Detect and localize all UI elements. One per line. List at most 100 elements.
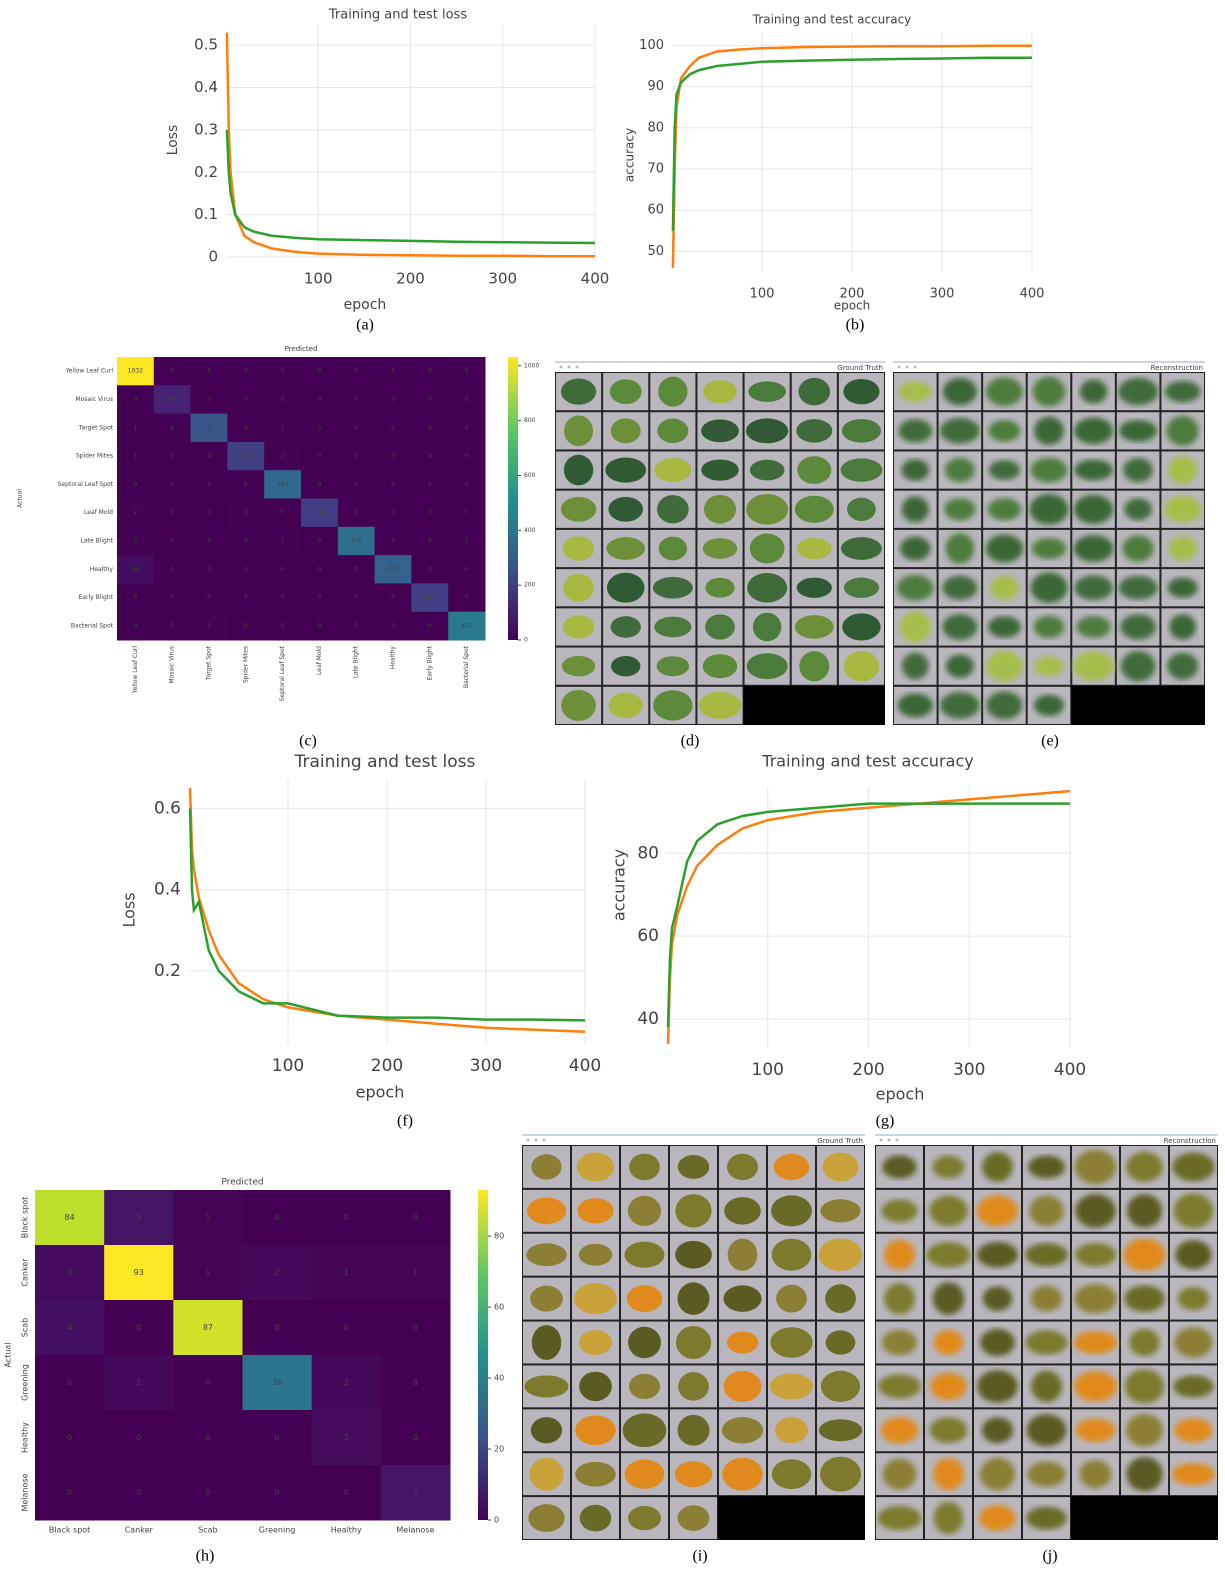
leaf [882, 1155, 916, 1178]
leaf [1172, 1463, 1215, 1485]
cell-label: 0 [244, 622, 248, 629]
leaf [705, 578, 734, 598]
cell-label: 1 [428, 481, 432, 488]
x-tick-label: 400 [581, 270, 610, 288]
cell-label: 0 [244, 368, 248, 375]
chart-title: Training and test loss [294, 752, 476, 772]
y-tick-label: Black spot [21, 1197, 30, 1238]
image-grid [875, 1145, 1218, 1540]
cell-label: 4 [170, 424, 174, 431]
cell-label: 2 [281, 537, 285, 544]
leaf [1126, 1457, 1162, 1491]
leaf [820, 1199, 860, 1222]
leaf [1175, 1418, 1213, 1442]
leaf [526, 1243, 567, 1266]
leaf [1026, 1506, 1067, 1529]
leaf [826, 1330, 856, 1354]
leaf [1178, 1287, 1209, 1310]
cell-label: 2 [344, 1378, 349, 1387]
x-tick-label: 400 [1020, 287, 1045, 302]
leaf [699, 692, 741, 719]
leaf [628, 1196, 661, 1226]
x-tick-label: Greening [259, 1526, 296, 1535]
leaf [577, 1152, 614, 1181]
cell-label: 0 [465, 396, 469, 403]
y-tick-label: Target Spot [78, 424, 114, 431]
leaf [842, 419, 881, 443]
cell-label: 0 [317, 453, 321, 460]
x-tick-label: Early Blight [426, 645, 433, 680]
y-tick-label: 60 [637, 926, 659, 946]
leaf [1035, 656, 1064, 676]
leaf [747, 653, 788, 679]
leaf [1169, 614, 1196, 639]
cell-label: 344 [277, 481, 289, 488]
cell-label: 0 [465, 424, 469, 431]
leaf [577, 1198, 613, 1223]
leaf [701, 419, 739, 442]
leaf [1074, 535, 1114, 562]
cell-label: 0 [207, 594, 211, 601]
leaf [628, 1506, 661, 1530]
x-tick-label: Melanose [396, 1526, 434, 1535]
x-tick-label: Target Spot [206, 645, 213, 681]
image-grid [893, 372, 1205, 725]
leaf [987, 651, 1023, 682]
leaf [1033, 377, 1066, 407]
leaf [703, 380, 737, 403]
leaf [1174, 1193, 1214, 1228]
y-axis-label: accuracy [610, 849, 629, 921]
x-tick-label: Healthy [331, 1526, 362, 1535]
cell-label: 1 [207, 368, 211, 375]
leaf [746, 494, 788, 525]
window-dot [880, 1139, 883, 1142]
chart-title: Training and test accuracy [761, 752, 973, 771]
leaf [532, 1325, 561, 1360]
cell-label: 0 [136, 1488, 141, 1497]
leaf [1124, 1285, 1165, 1312]
colorbar [478, 1190, 488, 1520]
leaf [1129, 1329, 1159, 1356]
cell-label: 0 [133, 594, 137, 601]
window-dot [888, 1139, 891, 1142]
leaf [929, 1196, 968, 1227]
cell-label: 0 [428, 509, 432, 516]
leaf [1124, 1238, 1166, 1271]
leaf [988, 420, 1020, 442]
leaf [653, 577, 693, 599]
leaf [902, 653, 929, 680]
leaf [753, 613, 781, 642]
leaf [653, 690, 692, 720]
leaf [627, 1285, 662, 1312]
window-dot [914, 366, 917, 369]
colorbar-tick-label: 0 [524, 637, 528, 644]
cell-label: 0 [207, 453, 211, 460]
leaf [531, 1154, 561, 1179]
leaf [564, 455, 593, 486]
leaf [611, 418, 641, 443]
cell-label: 2 [136, 1378, 141, 1387]
colorbar-tick-label: 60 [494, 1303, 504, 1312]
leaf [1126, 1414, 1163, 1446]
empty-tiles [1071, 686, 1205, 725]
leaf [678, 1155, 710, 1179]
leaf [980, 1458, 1015, 1491]
cell-label: 0 [281, 368, 285, 375]
cell-label: 0 [207, 396, 211, 403]
leaf [723, 1285, 761, 1311]
cell-label: 0 [317, 566, 321, 573]
leaf [844, 578, 879, 598]
leaf [1029, 1196, 1064, 1227]
y-tick-label: 0.6 [154, 798, 181, 818]
x-axis-label: epoch [344, 297, 387, 313]
leaf [625, 1460, 665, 1489]
leaf [1031, 1286, 1062, 1312]
cell-label: 0 [354, 396, 358, 403]
leaf [727, 1154, 758, 1180]
leaf [946, 655, 974, 678]
cell-label: 1 [205, 1213, 210, 1222]
x-axis-label: epoch [876, 1085, 925, 1104]
cell-label: 0 [207, 509, 211, 516]
cell-label: 0 [354, 424, 358, 431]
cell-label: 0 [136, 1323, 141, 1332]
